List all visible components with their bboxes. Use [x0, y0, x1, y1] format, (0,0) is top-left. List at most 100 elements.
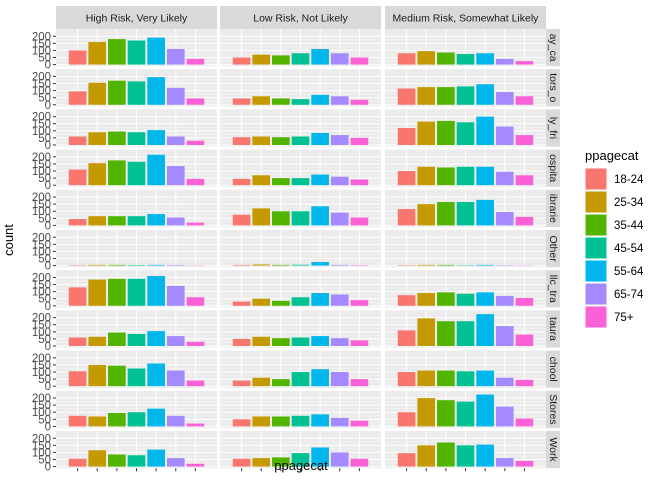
- facet-panel: [385, 109, 546, 147]
- bar-65-74: [166, 49, 185, 65]
- y-tick-label: 200: [32, 313, 51, 325]
- column-strip: [56, 6, 217, 29]
- facet-panel: [385, 350, 546, 388]
- bar-35-44: [437, 264, 455, 266]
- y-tick-label: 100: [32, 126, 51, 138]
- bar-25-34: [88, 264, 107, 266]
- bar-18-24: [68, 287, 87, 306]
- facet-panel: [56, 230, 217, 268]
- bar-18-24: [397, 295, 416, 306]
- bar-45-54: [127, 333, 146, 346]
- bar-65-74: [330, 264, 349, 266]
- bar-35-44: [437, 167, 455, 186]
- y-tick-label: 150: [32, 239, 51, 251]
- bar-35-44: [272, 55, 290, 65]
- bar-25-34: [88, 163, 107, 186]
- y-tick-label: 100: [32, 86, 51, 98]
- bar-65-74: [330, 212, 349, 226]
- facet-panel: [220, 230, 381, 268]
- bar-35-44: [272, 379, 290, 387]
- y-tick-label: 100: [32, 407, 51, 419]
- row-strip-label: ibrarie: [547, 194, 559, 223]
- bar-18-24: [232, 264, 251, 266]
- bar-18-24: [68, 50, 87, 65]
- facet-panel: [385, 431, 546, 469]
- bar-45-54: [291, 178, 310, 186]
- bar-45-54: [291, 136, 310, 145]
- bar-75+: [186, 423, 205, 427]
- bar-55-64: [476, 116, 494, 145]
- bar-25-34: [417, 445, 436, 467]
- y-tick-label: 50: [38, 374, 51, 386]
- y-tick-label: 0: [45, 180, 51, 192]
- bar-35-44: [108, 412, 126, 427]
- y-tick-label: 0: [45, 381, 51, 393]
- bar-75+: [186, 178, 205, 186]
- y-tick-label: 0: [45, 140, 51, 152]
- y-tick-label: 50: [38, 254, 51, 266]
- bar-55-64: [311, 174, 329, 186]
- bar-18-24: [68, 136, 87, 145]
- bar-25-34: [88, 82, 107, 105]
- facet-panel: [56, 350, 217, 388]
- bar-25-34: [252, 336, 271, 346]
- bar-45-54: [127, 81, 146, 105]
- facet-panel: [385, 390, 546, 428]
- legend-key-55-64: [584, 259, 608, 283]
- bar-75+: [350, 137, 369, 145]
- bar-75+: [515, 175, 534, 186]
- bar-75+: [186, 98, 205, 105]
- y-tick-label: 50: [38, 455, 51, 467]
- bar-25-34: [88, 416, 107, 427]
- y-tick-label: 150: [32, 360, 51, 372]
- legend-key-35-44: [584, 213, 608, 237]
- y-tick-label: 200: [32, 433, 51, 445]
- column-strips: High Risk, Very Likely Low Risk, Not Like…: [56, 6, 546, 29]
- panels-layer: [56, 29, 546, 469]
- bar-55-64: [476, 370, 494, 387]
- bar-25-34: [252, 264, 271, 266]
- bar-25-34: [88, 450, 107, 467]
- y-tick-label: 150: [32, 199, 51, 211]
- bar-35-44: [108, 80, 126, 105]
- bar-45-54: [291, 99, 310, 105]
- bar-35-44: [108, 332, 126, 346]
- facet-panel: [56, 189, 217, 227]
- legend-key-18-24: [584, 167, 608, 191]
- bar-75+: [515, 334, 534, 346]
- bar-25-34: [417, 293, 436, 306]
- row-strip-label: ly_fri: [547, 117, 559, 139]
- bar-65-74: [495, 126, 514, 145]
- bar-35-44: [437, 120, 455, 145]
- bar-65-74: [330, 53, 349, 65]
- y-tick-label: 150: [32, 280, 51, 292]
- bar-18-24: [397, 453, 416, 467]
- bar-65-74: [495, 295, 514, 306]
- bar-45-54: [456, 86, 475, 105]
- bar-18-24: [68, 371, 87, 387]
- bar-75+: [350, 340, 369, 346]
- bar-55-64: [476, 84, 494, 105]
- row-strip: [546, 109, 560, 147]
- facet-panel: [56, 431, 217, 469]
- y-tick-label: 50: [38, 93, 51, 105]
- bar-65-74: [330, 176, 349, 186]
- bar-75+: [515, 135, 534, 145]
- bar-35-44: [272, 178, 290, 186]
- bar-45-54: [127, 368, 146, 387]
- y-tick-label: 200: [32, 31, 51, 43]
- bar-55-64: [147, 363, 165, 387]
- y-tick-label: 100: [32, 327, 51, 339]
- bar-55-64: [311, 414, 329, 427]
- x-axis-title: ppagecat: [274, 458, 328, 473]
- bar-18-24: [232, 338, 251, 346]
- bar-45-54: [456, 122, 475, 145]
- row-strip: [546, 431, 560, 469]
- facet-panel: [220, 390, 381, 428]
- bar-25-34: [252, 458, 271, 467]
- y-tick-label: 0: [45, 421, 51, 433]
- bar-45-54: [291, 415, 310, 427]
- facet-panel: [385, 230, 546, 268]
- bar-35-44: [437, 87, 455, 105]
- y-tick-label: 50: [38, 173, 51, 185]
